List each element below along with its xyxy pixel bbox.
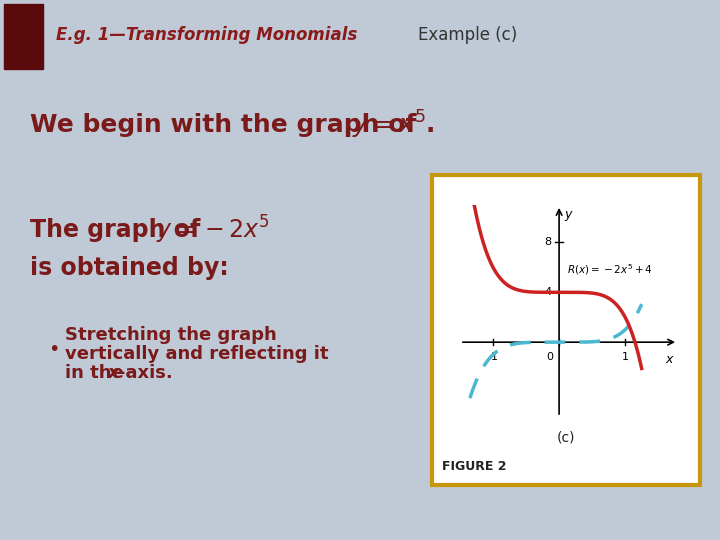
Text: is obtained by:: is obtained by: [30,256,229,280]
FancyBboxPatch shape [432,175,700,485]
Text: $y$: $y$ [564,209,575,222]
Text: in the: in the [65,364,130,382]
Text: Stretching the graph: Stretching the graph [65,326,276,344]
Text: $x$: $x$ [665,353,675,367]
Text: $R(x) = -2x^5 + 4$: $R(x) = -2x^5 + 4$ [567,262,653,277]
Text: •: • [48,340,59,360]
Text: FIGURE 2: FIGURE 2 [442,461,506,474]
Text: E.g. 1—Transforming Monomials: E.g. 1—Transforming Monomials [56,26,358,44]
Bar [4,4,43,69]
Text: (c): (c) [557,431,575,445]
Text: $y = -2x^5$: $y = -2x^5$ [156,214,270,246]
Text: Example (c): Example (c) [418,26,517,44]
Text: -1: -1 [487,352,498,362]
Text: -axis.: -axis. [118,364,173,382]
Text: x: x [108,364,120,382]
Text: The graph of: The graph of [30,218,209,242]
Text: 4: 4 [544,287,552,298]
Text: 0: 0 [546,352,553,362]
Text: We begin with the graph of: We begin with the graph of [30,113,425,137]
Text: vertically and reflecting it: vertically and reflecting it [65,345,328,363]
Text: 1: 1 [621,352,629,362]
Text: $y = x^5$.: $y = x^5$. [352,109,435,141]
Text: 8: 8 [544,238,552,247]
